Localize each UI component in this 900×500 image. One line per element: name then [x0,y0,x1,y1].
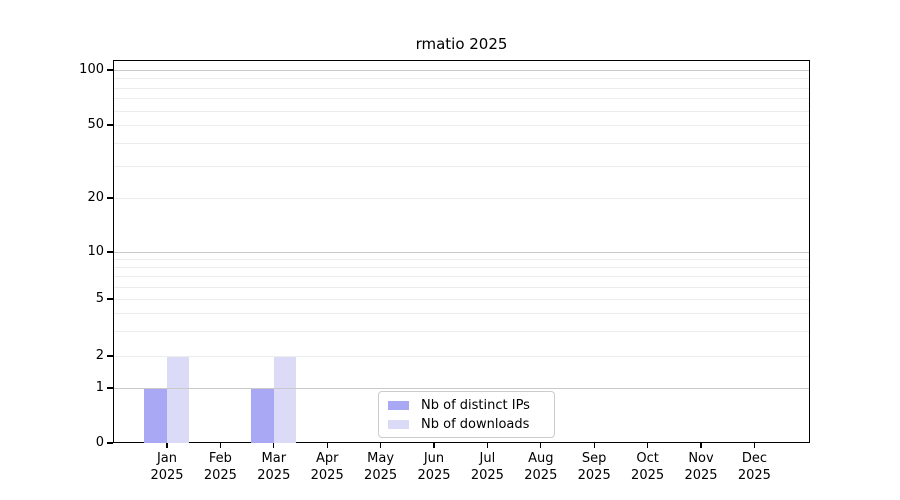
legend-label-downloads: Nb of downloads [421,416,530,432]
gridline-minor [114,330,809,332]
x-tick [593,443,595,448]
x-tick-label: Jul 2025 [455,450,519,484]
x-tick [700,443,702,448]
y-tick-label: 0 [95,435,104,450]
x-tick-month: Sep [581,451,607,466]
legend-swatch-distinct-ips [388,400,409,410]
x-tick-year: 2025 [684,468,718,483]
gridline-minor [114,110,809,112]
x-tick-year: 2025 [417,468,451,483]
gridline-minor [114,312,809,314]
x-tick [219,443,221,448]
y-tick-label: 50 [87,117,104,132]
gridline-major [114,252,809,253]
x-tick-year: 2025 [577,468,611,483]
y-tick [107,69,113,71]
x-tick-label: Nov 2025 [669,450,733,484]
x-tick [380,443,382,448]
gridline-minor [114,142,809,144]
x-tick-year: 2025 [150,468,184,483]
x-tick-month: Jan [156,451,178,466]
y-tick [107,355,113,357]
x-tick [273,443,275,448]
gridline-minor [114,87,809,89]
gridline-minor [114,165,809,167]
y-tick-label: 100 [79,62,104,77]
x-tick [433,443,435,448]
legend-item-downloads: Nb of downloads [388,417,545,432]
legend-label-distinct-ips: Nb of distinct IPs [421,397,530,413]
x-tick-month: Feb [208,451,232,466]
x-tick [166,443,168,448]
gridline-minor [114,356,809,357]
gridline-minor [114,98,809,100]
chart-title: rmatio 2025 [415,35,508,53]
x-tick-label: Mar 2025 [242,450,306,484]
x-tick-year: 2025 [203,468,237,483]
x-tick-year: 2025 [524,468,558,483]
gridline-minor [114,125,809,126]
plot-area [113,60,810,443]
x-tick [647,443,649,448]
legend-item-distinct-ips: Nb of distinct IPs [388,398,545,413]
gridline-minor [114,276,809,278]
x-tick-label: Jun 2025 [402,450,466,484]
bar-downloads [274,357,297,443]
y-tick-label: 1 [95,380,104,395]
gridline-major [114,388,809,389]
legend-box: Nb of distinct IPs Nb of downloads [378,391,555,438]
gridline-minor [114,299,809,300]
x-tick-label: Jan 2025 [135,450,199,484]
y-tick [107,387,113,389]
y-tick [107,442,113,444]
x-tick [753,443,755,448]
x-tick-month: Mar [261,451,287,466]
y-tick [107,298,113,300]
gridline-major [114,70,809,71]
x-tick [486,443,488,448]
y-tick-label: 5 [95,291,104,306]
bar-distinct-ips [251,389,274,443]
y-tick-label: 20 [87,190,104,205]
gridline-minor [114,198,809,199]
x-tick-year: 2025 [470,468,504,483]
x-tick-month: Apr [315,451,339,466]
x-tick-month: Jun [423,451,445,466]
x-tick-label: Dec 2025 [722,450,786,484]
x-tick-label: Sep 2025 [562,450,626,484]
x-tick-year: 2025 [310,468,344,483]
x-tick-year: 2025 [631,468,665,483]
x-tick-label: Apr 2025 [295,450,359,484]
x-tick-year: 2025 [364,468,398,483]
gridline-minor [114,78,809,80]
x-tick-month: Aug [528,451,554,466]
x-tick-month: May [367,451,395,466]
x-tick-label: Aug 2025 [509,450,573,484]
y-tick [107,251,113,253]
y-tick [107,197,113,199]
y-tick [107,124,113,126]
x-tick-month: Dec [741,451,767,466]
x-tick-month: Oct [636,451,659,466]
y-tick-label: 2 [95,348,104,363]
x-tick [540,443,542,448]
x-tick-year: 2025 [737,468,771,483]
x-tick-label: Oct 2025 [616,450,680,484]
gridline-minor [114,259,809,261]
x-tick-label: Feb 2025 [188,450,252,484]
bar-distinct-ips [144,389,168,443]
bar-downloads [167,357,190,443]
x-tick-year: 2025 [257,468,291,483]
gridline-minor [114,267,809,269]
x-tick [326,443,328,448]
x-tick-label: May 2025 [349,450,413,484]
x-tick-month: Jul [479,451,496,466]
legend-swatch-downloads [388,419,409,429]
gridline-minor [114,286,809,288]
x-tick-month: Nov [688,451,714,466]
y-tick-label: 10 [87,244,104,259]
